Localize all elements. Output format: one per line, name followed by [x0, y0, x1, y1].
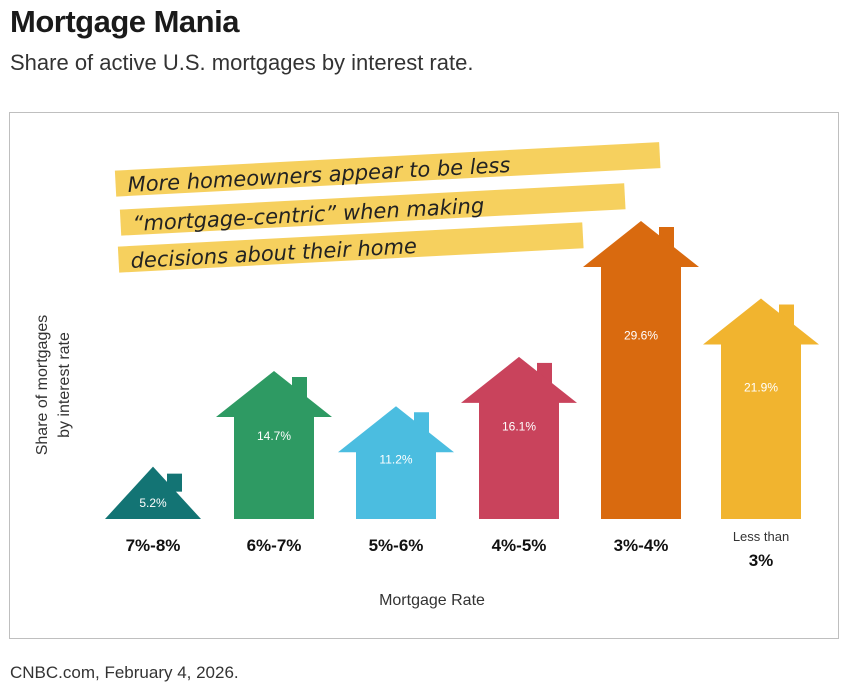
- x-tick-label: 7%-8%: [126, 536, 181, 555]
- chart-frame: [9, 112, 839, 639]
- house-bar: [338, 406, 454, 519]
- source-note: CNBC.com, February 4, 2026.: [10, 663, 239, 682]
- annotation-text-line: More homeowners appear to be less: [127, 153, 511, 197]
- annotation-highlight: [114, 142, 661, 197]
- chart-subtitle: Share of active U.S. mortgages by intere…: [10, 50, 474, 75]
- data-label: 11.2%: [379, 452, 412, 466]
- y-axis-label: Share of mortgages: [34, 315, 51, 456]
- house-bar: [583, 221, 699, 519]
- x-tick-label: 3%-4%: [614, 536, 669, 555]
- data-label: 14.7%: [257, 429, 291, 443]
- x-tick-label: 4%-5%: [492, 536, 547, 555]
- x-axis-label: Mortgage Rate: [379, 592, 485, 609]
- annotation-highlight: [117, 222, 584, 273]
- data-label: 5.2%: [139, 496, 167, 510]
- house-bar: [216, 371, 332, 519]
- house-bar: [105, 466, 201, 519]
- data-label: 21.9%: [744, 380, 778, 394]
- y-axis-label: by interest rate: [56, 332, 73, 438]
- x-tick-label: 6%-7%: [247, 536, 302, 555]
- x-tick-label: 3%: [749, 551, 774, 570]
- x-tick-label: 5%-6%: [369, 536, 424, 555]
- house-bar: [461, 356, 577, 519]
- data-label: 16.1%: [502, 419, 536, 433]
- data-label: 29.6%: [624, 328, 658, 342]
- x-tick-label-prefix: Less than: [733, 529, 789, 544]
- chart-title: Mortgage Mania: [10, 4, 239, 39]
- annotation-highlight: [119, 183, 626, 236]
- house-bar: [703, 298, 819, 519]
